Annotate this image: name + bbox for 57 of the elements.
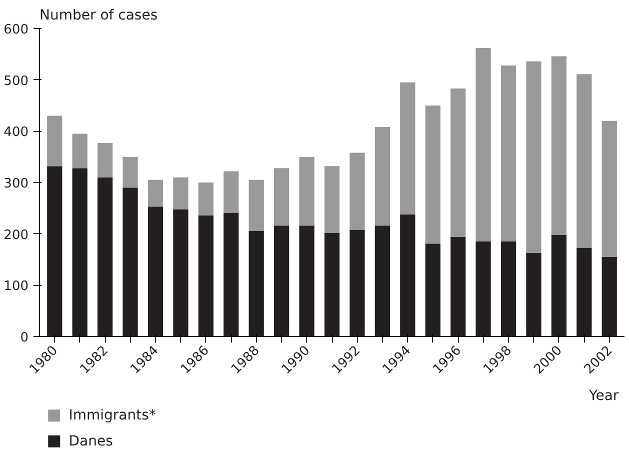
bar bbox=[248, 180, 264, 231]
y-tick-label: 500 bbox=[4, 74, 29, 89]
bar bbox=[324, 166, 340, 233]
legend-label: Immigrants* bbox=[68, 408, 156, 424]
y-tick-label: 200 bbox=[4, 228, 29, 243]
bar bbox=[47, 116, 62, 166]
bar bbox=[425, 106, 440, 244]
bar bbox=[476, 48, 491, 242]
bar bbox=[425, 244, 440, 336]
bar bbox=[72, 168, 88, 336]
y-tick-label: 400 bbox=[4, 125, 29, 140]
y-tick-label: 0 bbox=[20, 330, 29, 346]
bar bbox=[274, 168, 290, 226]
bar bbox=[374, 226, 390, 336]
y-tick-label: 100 bbox=[4, 279, 29, 294]
bar bbox=[602, 256, 617, 336]
bar bbox=[450, 236, 466, 336]
bar bbox=[173, 177, 188, 210]
y-axis-title: Number of cases bbox=[40, 8, 158, 24]
bar bbox=[350, 152, 365, 230]
bar bbox=[299, 156, 314, 226]
bar bbox=[500, 65, 516, 242]
bar bbox=[72, 134, 88, 168]
bar bbox=[576, 74, 592, 248]
bar bbox=[173, 209, 188, 336]
bar bbox=[374, 127, 390, 226]
bar bbox=[551, 56, 567, 235]
bar bbox=[476, 242, 491, 336]
bar bbox=[324, 232, 340, 336]
bar bbox=[602, 120, 617, 257]
bar bbox=[198, 215, 214, 336]
bar bbox=[450, 88, 466, 237]
bar bbox=[122, 188, 138, 336]
bar bbox=[400, 82, 416, 214]
bar bbox=[47, 166, 62, 336]
bar bbox=[274, 226, 290, 336]
bar bbox=[551, 234, 567, 336]
bar bbox=[350, 230, 365, 336]
bar bbox=[576, 248, 592, 336]
x-axis-title: Year bbox=[588, 388, 619, 404]
bar bbox=[97, 142, 113, 178]
bar bbox=[122, 156, 138, 188]
bar bbox=[224, 171, 239, 213]
bar bbox=[526, 61, 542, 253]
bar bbox=[248, 230, 264, 336]
bar bbox=[400, 214, 416, 336]
bar bbox=[148, 206, 164, 336]
bar bbox=[500, 242, 516, 336]
y-tick-label: 600 bbox=[4, 22, 29, 38]
bar bbox=[198, 182, 214, 216]
legend-label: Danes bbox=[68, 433, 113, 450]
y-tick-label: 300 bbox=[4, 176, 29, 192]
bar bbox=[97, 177, 113, 336]
bar bbox=[526, 252, 542, 336]
bar bbox=[148, 180, 164, 207]
bar bbox=[224, 212, 239, 336]
bar bbox=[299, 226, 314, 336]
